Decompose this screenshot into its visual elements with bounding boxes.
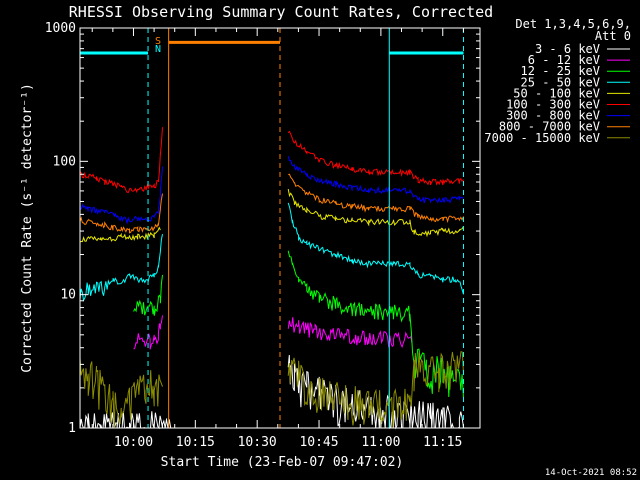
series-line-25-50-kev [79, 202, 464, 302]
chart-title: RHESSI Observing Summary Count Rates, Co… [69, 3, 493, 21]
legend-label: 300 - 800 keV [506, 109, 600, 123]
legend-label: 800 - 7000 keV [499, 120, 600, 134]
series-line-800-7000-kev [79, 173, 464, 234]
x-axis-label: Start Time (23-Feb-07 09:47:02) [161, 455, 404, 470]
detector-info-line-1: Det 1,3,4,5,6,9, [515, 17, 631, 31]
flag-label-n: N [155, 44, 161, 55]
flag-layer: S N [80, 36, 464, 55]
series-line-50-100-kev [79, 188, 464, 243]
x-tick-label: 11:15 [423, 435, 462, 450]
x-tick-label: 10:00 [114, 435, 153, 450]
legend-label: 12 - 25 keV [521, 64, 600, 78]
series-layer [79, 127, 464, 430]
series-line-300-800-kev [79, 156, 464, 225]
legend-label: 3 - 6 keV [535, 42, 600, 56]
x-tick-label: 10:15 [176, 435, 215, 450]
y-tick-label: 1 [68, 421, 76, 436]
series-line-6-12-kev [133, 315, 413, 350]
y-tick-label: 10 [60, 288, 76, 303]
x-tick-label: 11:00 [361, 435, 400, 450]
y-tick-label: 1000 [45, 21, 76, 36]
detector-info-line-2: Att 0 [595, 29, 631, 43]
y-tick-label: 100 [53, 154, 76, 169]
y-axis-label: Corrected Count Rate (s⁻¹ detector⁻¹) [20, 83, 35, 373]
legend-label: 100 - 300 keV [506, 98, 600, 112]
flag-label-s: S [155, 36, 161, 47]
legend-label: 50 - 100 keV [513, 86, 600, 100]
legend-label: 7000 - 15000 keV [484, 131, 600, 145]
axis-layer: 1 10 100 1000 10:00 10:15 10:30 10:45 11:00 11:15 [45, 21, 480, 450]
series-line-100-300-kev [79, 127, 464, 194]
generation-timestamp: 14-Oct-2021 08:52 [545, 468, 637, 478]
x-tick-label: 10:45 [299, 435, 338, 450]
plot-frame [79, 27, 481, 429]
legend-label: 6 - 12 keV [528, 53, 600, 67]
x-tick-label: 10:30 [238, 435, 277, 450]
legend-label: 25 - 50 keV [521, 75, 600, 89]
